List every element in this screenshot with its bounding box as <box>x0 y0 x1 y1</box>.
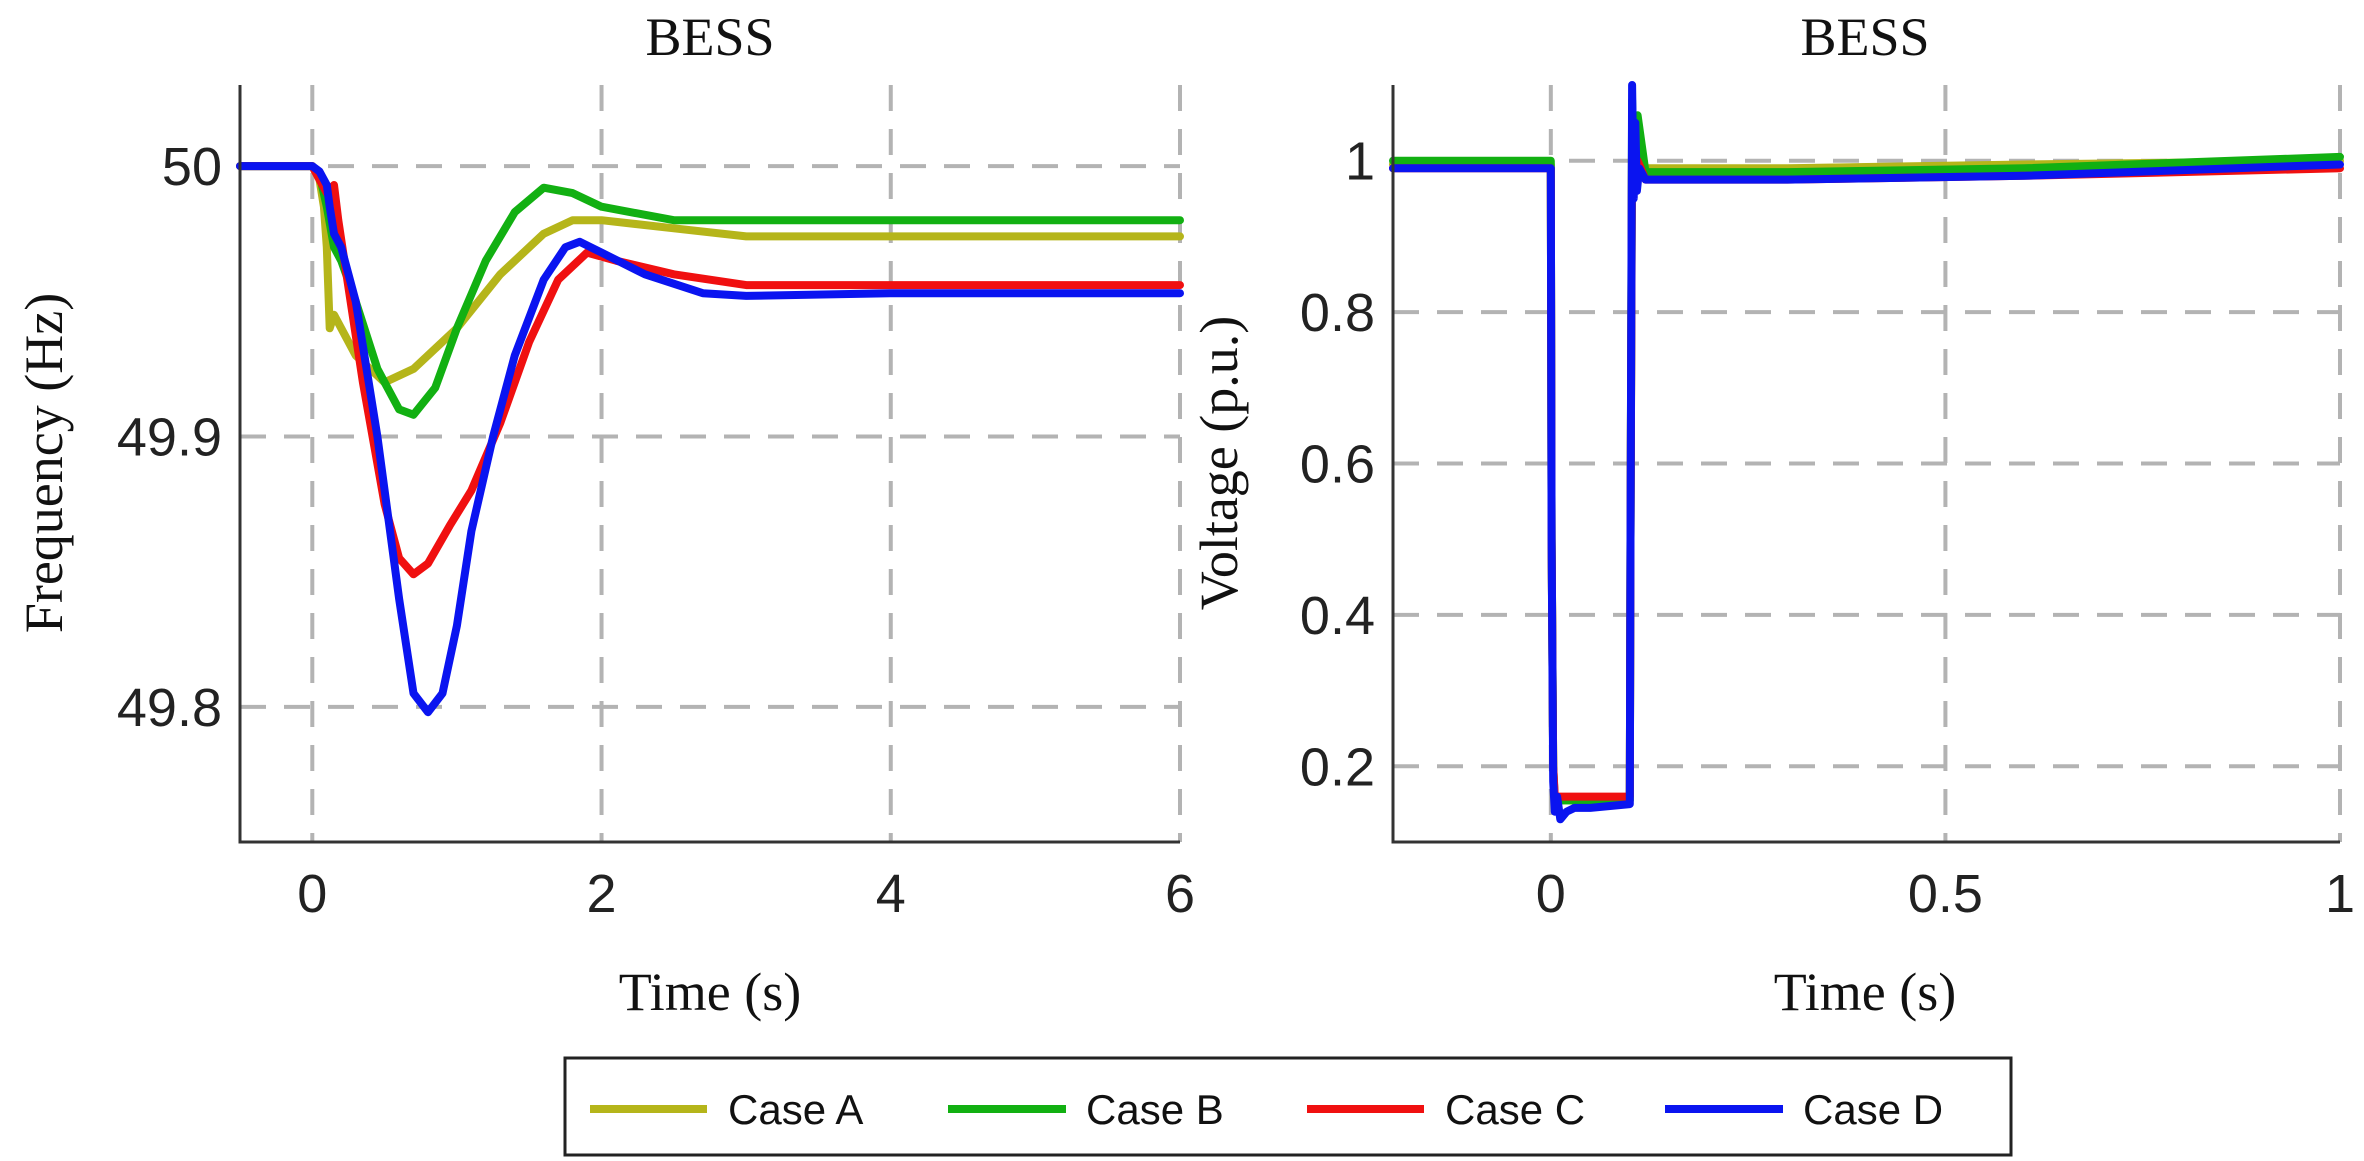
frequency-chart-panel: BESS 0 2 4 6 49.8 49.9 50 Time (s) Frequency (… <box>14 7 1195 1022</box>
voltage-ytick-label: 0.8 <box>1300 283 1375 343</box>
frequency-xtick-label: 0 <box>297 864 327 924</box>
voltage-xtick-label: 0.5 <box>1908 864 1983 924</box>
voltage-chart-title: BESS <box>1800 7 1929 67</box>
voltage-ytick-label: 0.6 <box>1300 435 1375 495</box>
voltage-chart-ylabel: Voltage (p.u.) <box>1189 316 1249 610</box>
legend-label-case-b: Case B <box>1086 1086 1224 1133</box>
voltage-chart-panel: BESS 0 0.5 1 0.2 0.4 0.6 0.8 1 Time (s) Voltage… <box>1189 7 2355 1022</box>
frequency-chart-title: BESS <box>645 7 774 67</box>
voltage-xtick-label: 1 <box>2325 864 2355 924</box>
frequency-series-case-d <box>236 162 1184 717</box>
frequency-series-case-a <box>236 162 1184 387</box>
frequency-xtick-label: 2 <box>587 864 617 924</box>
frequency-ytick-label: 49.8 <box>117 678 222 738</box>
voltage-series-case-b <box>1389 96 2344 805</box>
voltage-series-case-d <box>1389 81 2344 824</box>
frequency-chart-xlabel: Time (s) <box>619 962 802 1022</box>
voltage-chart-axes <box>1391 85 2340 844</box>
frequency-chart-ylabel: Frequency (Hz) <box>14 293 74 633</box>
voltage-chart-xlabel: Time (s) <box>1774 962 1957 1022</box>
legend-label-case-a: Case A <box>728 1086 863 1133</box>
legend: Case A Case B Case C Case D <box>563 1056 2013 1157</box>
voltage-ytick-label: 0.2 <box>1300 737 1375 797</box>
frequency-chart-axes <box>238 85 1180 844</box>
legend-label-case-d: Case D <box>1803 1086 1943 1133</box>
voltage-ytick-label: 1 <box>1345 132 1375 192</box>
frequency-ytick-label: 49.9 <box>117 407 222 467</box>
legend-label-case-c: Case C <box>1445 1086 1585 1133</box>
frequency-ytick-label: 50 <box>162 137 222 197</box>
voltage-ytick-label: 0.4 <box>1300 586 1375 646</box>
frequency-xtick-label: 6 <box>1165 864 1195 924</box>
voltage-xtick-label: 0 <box>1536 864 1566 924</box>
frequency-xtick-label: 4 <box>876 864 906 924</box>
